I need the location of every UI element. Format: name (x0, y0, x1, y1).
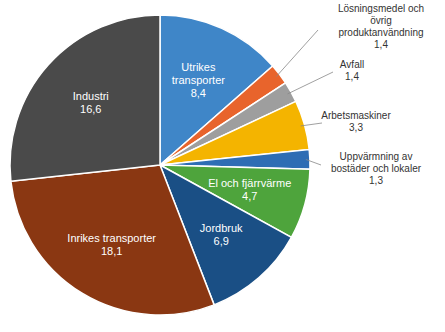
leader-line (288, 72, 333, 94)
leader-line (301, 123, 322, 126)
value-label: 1,4 (345, 71, 359, 82)
pie-slice (10, 15, 160, 181)
leader-line (306, 159, 321, 165)
value-label: 3,3 (349, 122, 363, 133)
value-label: 8,4 (191, 87, 206, 99)
slices (10, 15, 310, 315)
category-label: Avfall (340, 59, 364, 70)
pie-chart: Utrikestransporter8,4 Lösningsmedel ochöv… (0, 0, 445, 332)
value-label: 16,6 (80, 103, 101, 115)
category-label: Industri (73, 90, 109, 102)
value-label: 6,9 (214, 235, 229, 247)
leader-line (276, 30, 318, 77)
category-label: Jordbruk (200, 222, 243, 234)
pie-slice (11, 165, 214, 315)
chart-container: Utrikestransporter8,4 Lösningsmedel ochöv… (0, 0, 445, 332)
value-label: 4,7 (242, 190, 257, 202)
category-label: Utrikestransporter (172, 61, 226, 86)
category-label: Lösningsmedel ochövrigproduktanvändning (338, 3, 424, 38)
category-label: Uppvärmning avbostäder och lokaler (331, 151, 422, 174)
category-label: Inrikes transporter (67, 232, 156, 244)
labels: Utrikestransporter8,4 Lösningsmedel ochöv… (67, 3, 424, 257)
category-label: El och fjärrvärme (208, 177, 291, 189)
value-label: 18,1 (101, 245, 122, 257)
value-label: 1,3 (369, 175, 383, 186)
value-label: 1,4 (374, 39, 388, 50)
category-label: Arbetsmaskiner (321, 110, 391, 121)
